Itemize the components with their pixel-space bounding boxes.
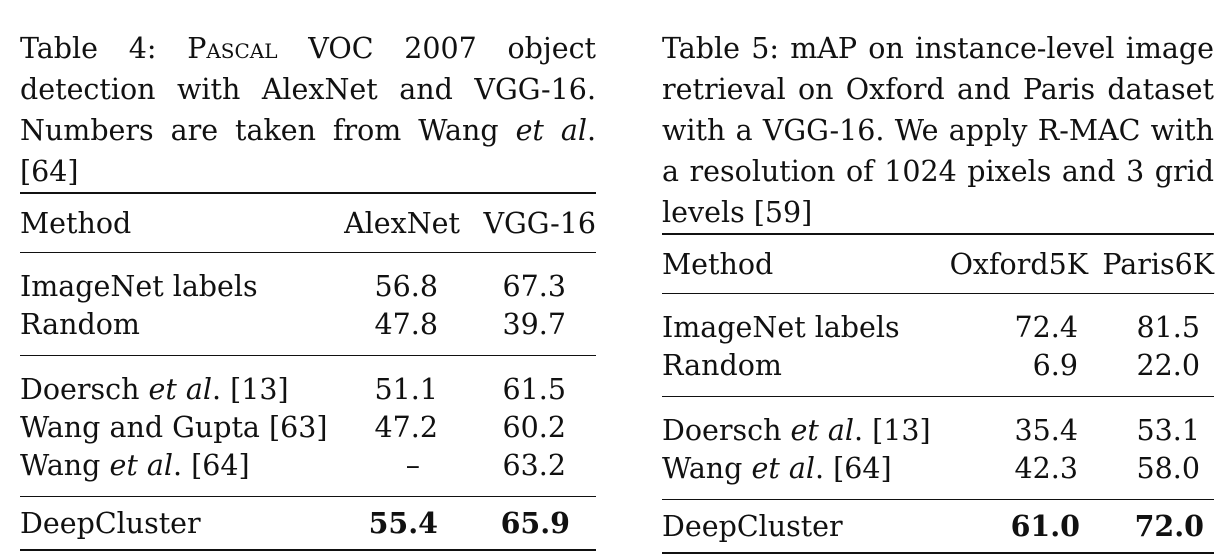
value-cell: 56.8 [374, 269, 438, 303]
method-cell: ImageNet labels [662, 310, 900, 344]
method-italic: et al [109, 448, 173, 482]
value-cell: 63.2 [502, 448, 566, 482]
value-cell: 47.2 [374, 410, 438, 444]
table-row: DeepCluster 55.4 65.9 [20, 496, 596, 550]
method-text: Doersch [662, 413, 791, 447]
table4-header-alexnet: AlexNet [344, 206, 460, 240]
method-italic: et al [148, 372, 213, 406]
value-cell: 65.9 [500, 506, 570, 540]
table-row: Doersch et al. [13] 51.1 61.5 [20, 355, 596, 409]
table-row: Random 6.9 22.0 [662, 346, 1214, 397]
method-text: Wang [662, 451, 752, 485]
table-row: Doersch et al. [13] 35.4 53.1 [662, 396, 1214, 450]
table4-caption-text1: VOC 2007 object detection with AlexNet a… [20, 32, 596, 147]
table5-block: Table 5: mAP on instance-level image ret… [662, 28, 1214, 554]
table4-caption: Table 4: Pascal VOC 2007 object detectio… [20, 28, 596, 192]
method-cell: Doersch et al. [13] [662, 397, 942, 450]
method-text: Doersch [20, 372, 149, 406]
method-cell: DeepCluster [662, 509, 843, 543]
method-cell: ImageNet labels [20, 269, 258, 303]
value-cell: 67.3 [502, 269, 566, 303]
value-cell: – [405, 448, 420, 482]
method-cell: DeepCluster [20, 506, 201, 540]
table5-header-paris: Paris6K [1102, 247, 1214, 281]
value-cell: 72.0 [1134, 509, 1204, 543]
value-cell: 81.5 [1136, 310, 1200, 344]
table4-caption-italic: et al [515, 114, 587, 147]
value-cell: 39.7 [502, 307, 566, 341]
table5-header-oxford: Oxford5K [949, 247, 1088, 281]
value-cell: 47.8 [374, 307, 438, 341]
method-cell: Doersch et al. [13] [20, 356, 340, 409]
method-cell: Wang et al. [64] [20, 446, 340, 497]
value-cell: 22.0 [1136, 348, 1200, 382]
method-italic: et al [751, 451, 815, 485]
value-cell: 61.5 [502, 372, 566, 406]
table-row: Wang et al. [64] – 63.2 [20, 446, 596, 497]
value-cell: 42.3 [1014, 451, 1078, 485]
method-text: . [64] [172, 448, 250, 482]
table-row: Wang and Gupta [63] 47.2 60.2 [20, 408, 596, 446]
value-cell: 55.4 [368, 506, 438, 540]
method-italic: et al [790, 413, 855, 447]
table4-block: Table 4: Pascal VOC 2007 object detectio… [20, 28, 596, 551]
value-cell: 60.2 [502, 410, 566, 444]
method-text: Wang [20, 448, 110, 482]
table4: Method AlexNet VGG-16 ImageNet labels 56… [20, 192, 596, 551]
method-cell: Wang and Gupta [63] [20, 410, 328, 444]
table-row: Wang et al. [64] 42.3 58.0 [662, 449, 1214, 500]
table4-caption-prefix: Table 4: [20, 32, 188, 65]
method-text: . [64] [814, 451, 892, 485]
value-cell: 51.1 [374, 372, 438, 406]
table5-header-method: Method [662, 247, 774, 281]
value-cell: 6.9 [1032, 348, 1078, 382]
value-cell: 35.4 [1014, 413, 1078, 447]
method-cell: Random [662, 348, 782, 382]
value-cell: 72.4 [1014, 310, 1078, 344]
table5: Method Oxford5K Paris6K ImageNet labels … [662, 233, 1214, 554]
method-text: . [13] [854, 413, 931, 447]
table5-header-row: Method Oxford5K Paris6K [662, 234, 1214, 294]
method-text: . [13] [212, 372, 289, 406]
table-row: ImageNet labels 56.8 67.3 [20, 252, 596, 306]
table-row: Random 47.8 39.7 [20, 305, 596, 356]
table4-caption-smallcaps: Pascal [187, 32, 278, 65]
value-cell: 58.0 [1136, 451, 1200, 485]
table4-caption-text2: . [64] [20, 114, 596, 188]
table4-header-row: Method AlexNet VGG-16 [20, 193, 596, 253]
method-cell: Random [20, 307, 140, 341]
table4-header-vgg16: VGG-16 [483, 206, 596, 240]
table4-header-method: Method [20, 206, 132, 240]
table-row: ImageNet labels 72.4 81.5 [662, 293, 1214, 347]
table5-caption: Table 5: mAP on instance-level image ret… [662, 32, 1214, 229]
method-cell: Wang et al. [64] [662, 449, 942, 500]
value-cell: 53.1 [1136, 413, 1200, 447]
table-row: DeepCluster 61.0 72.0 [662, 499, 1214, 553]
value-cell: 61.0 [1010, 509, 1080, 543]
